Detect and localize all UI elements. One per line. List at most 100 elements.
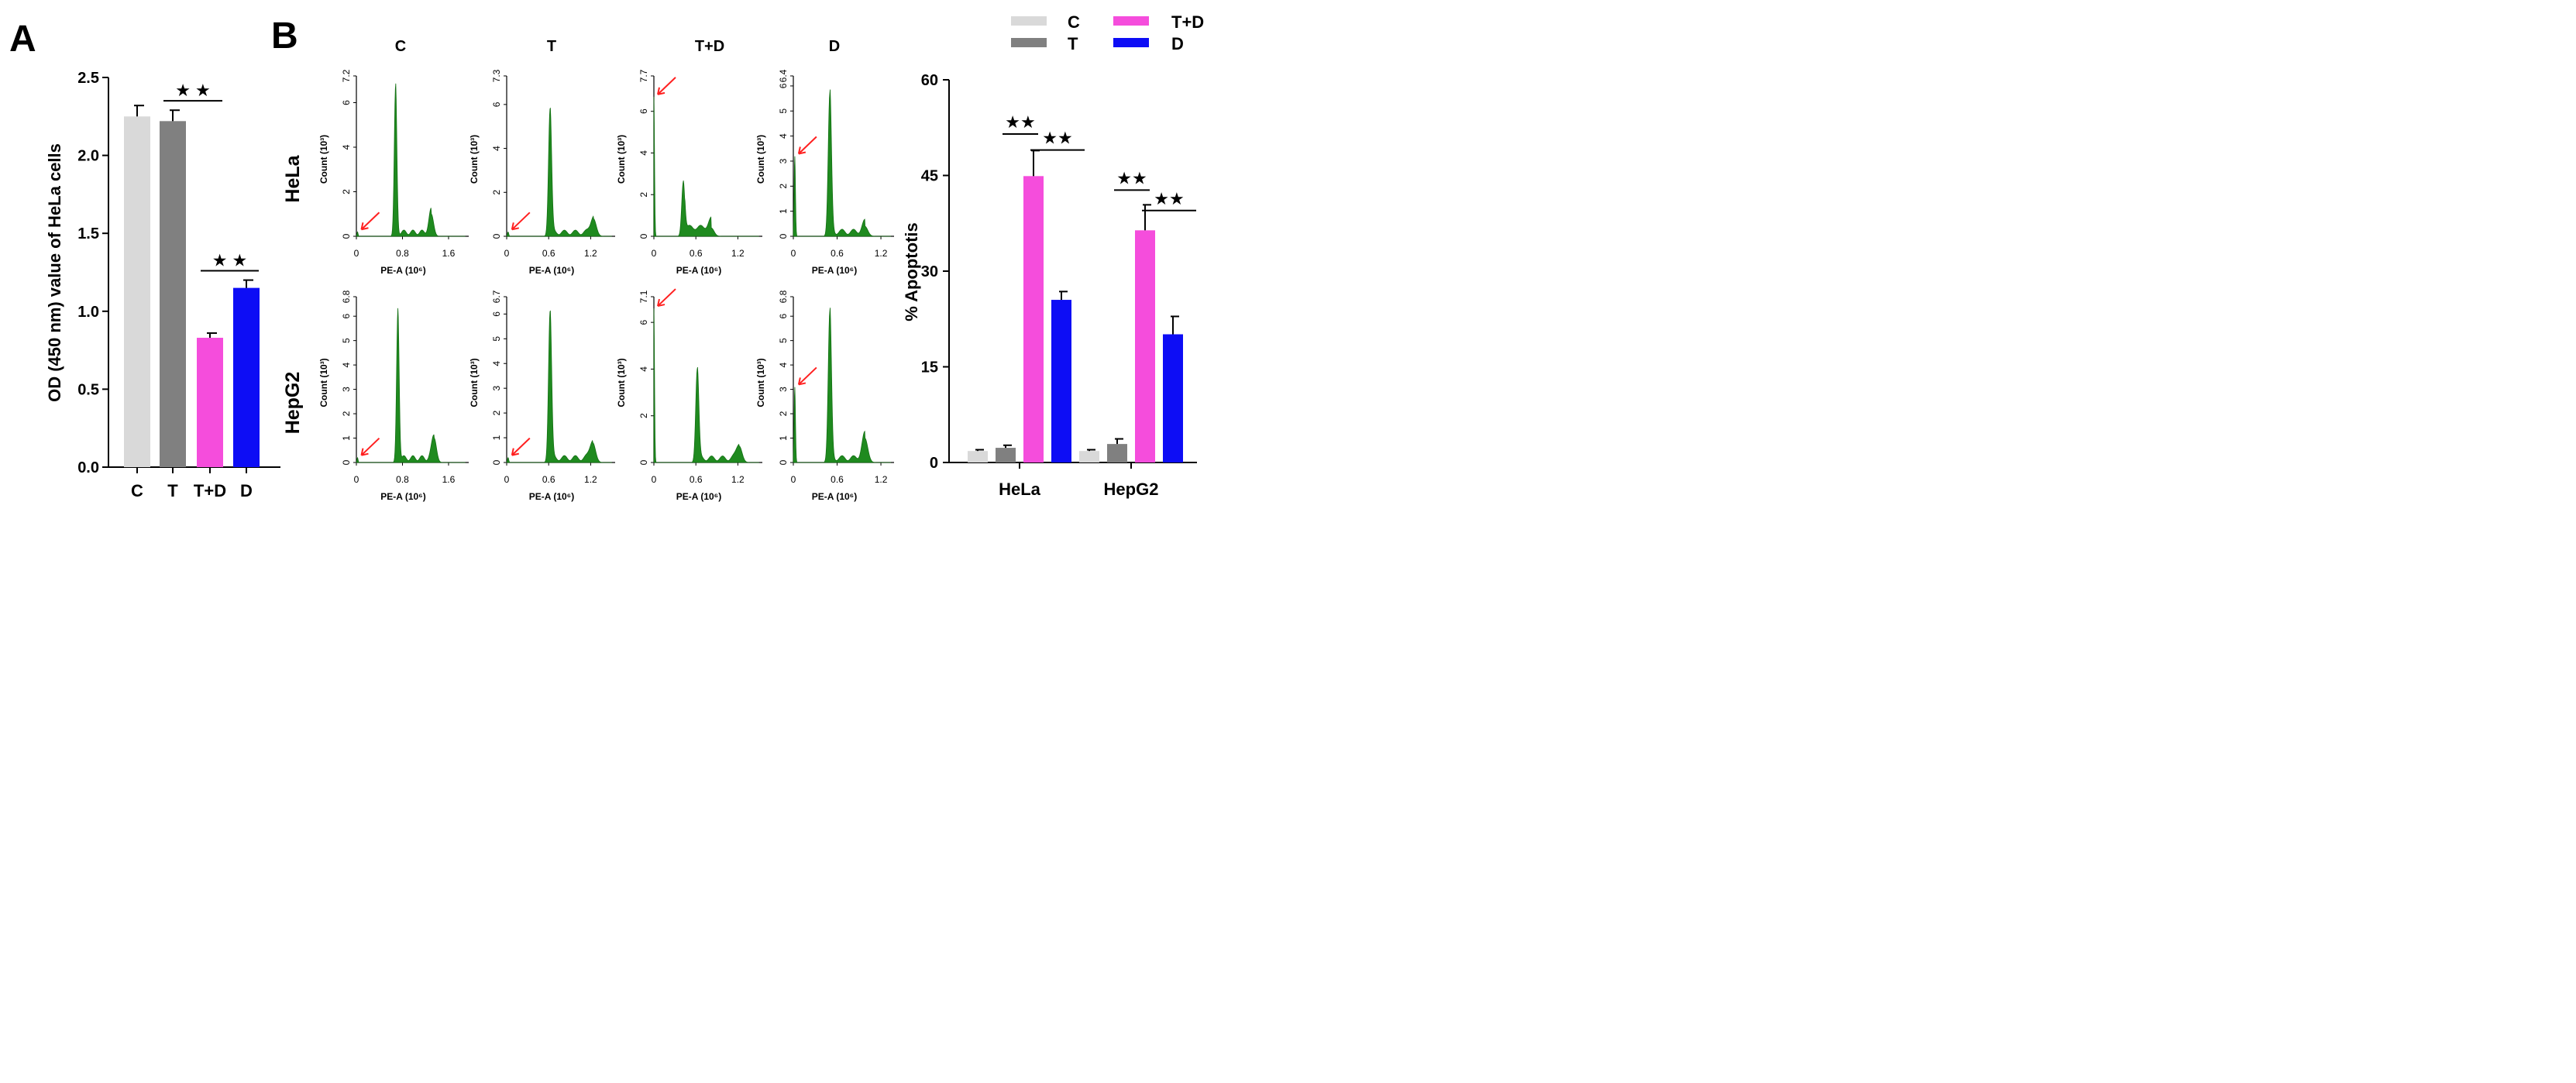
histogram-x-tick-label: 1.2: [584, 248, 597, 259]
panel-a-significance-stars: ★ ★: [175, 81, 211, 100]
histogram-y-tick-label: 6.8: [341, 290, 352, 303]
histogram-column-title: D: [829, 38, 840, 55]
panel-a-y-tick-label: 2.5: [77, 70, 99, 87]
histogram-arrow-head: [657, 87, 665, 95]
histogram-y-tick-label: 1: [491, 435, 502, 440]
panel-b-x-tick-label: HeLa: [999, 480, 1041, 499]
histogram-y-tick-label: 2: [491, 410, 502, 415]
histogram-arrow-head: [797, 146, 807, 155]
histogram-x-tick-label: 0.8: [396, 248, 409, 259]
histogram-y-tick-label: 7.7: [638, 69, 649, 82]
histogram-panel: 0 1 2 3 4 5 6 6.8 0 0.8 1.6 PE-A (10⁶) Count (10³): [318, 290, 469, 502]
histogram-y-tick-label: 6: [491, 311, 502, 317]
histogram-panel: 0 2 4 6 7.1 0 0.6 1.2 PE-A (10⁶) Count (10³): [616, 288, 762, 502]
histogram-y-tick-label: 4: [778, 133, 789, 139]
histogram-arrow-head: [511, 448, 520, 456]
histogram-curve: [356, 308, 466, 463]
histogram-panel: 0 2 4 6 7.3 0 0.6 1.2 PE-A (10⁶) Count (10³): [469, 69, 615, 276]
histogram-panel: 0 1 2 3 4 5 6 6.7 0 0.6 1.2 PE-A (10⁶) Count (10³): [469, 290, 615, 502]
histogram-y-tick-label: 0: [778, 459, 789, 465]
histogram-curve: [506, 310, 612, 463]
histogram-y-tick-label: 0: [491, 233, 502, 239]
histogram-curve: [793, 89, 892, 237]
histogram-x-axis-label: PE-A (10⁶): [812, 491, 857, 502]
legend-swatch: [1113, 16, 1149, 26]
histogram-y-tick-label: 4: [638, 150, 649, 156]
histogram-y-tick-label: 5: [778, 338, 789, 343]
histogram-y-tick-label: 7.2: [341, 69, 352, 82]
histogram-arrow-head: [657, 298, 665, 308]
histogram-y-axis-label: Count (10³): [616, 358, 627, 407]
legend: CT T+D D: [1011, 12, 1204, 53]
histogram-x-tick-label: 0: [504, 248, 510, 259]
histogram-x-tick-label: 0: [652, 474, 657, 485]
histogram-arrow-head: [511, 222, 520, 231]
histogram-x-axis-label: PE-A (10⁶): [676, 491, 721, 502]
histogram-y-tick-label: 4: [638, 366, 649, 372]
histogram-column-title: C: [395, 38, 406, 55]
panel-a-bar: [124, 116, 150, 468]
histogram-arrow: [360, 211, 380, 230]
histogram-curve: [653, 96, 759, 237]
histogram-x-tick-label: 1.2: [731, 474, 745, 485]
histogram-y-tick-label: 2: [638, 413, 649, 418]
histogram-x-axis-label: PE-A (10⁶): [380, 491, 425, 502]
histogram-curve: [506, 108, 612, 237]
panel-a-x-tick-label: D: [240, 481, 253, 500]
histogram-y-tick-label: 2: [491, 190, 502, 195]
histogram-x-tick-label: 0.6: [542, 248, 555, 259]
legend-label: D: [1171, 34, 1184, 53]
histogram-x-tick-label: 0.6: [690, 474, 703, 485]
histogram-y-tick-label: 6: [638, 319, 649, 325]
histogram-y-axis-label: Count (10³): [469, 135, 480, 184]
panel-a-bar: [233, 287, 260, 467]
histogram-panel: 0 1 2 3 4 5 66.4 0 0.6 1.2 PE-A (10⁶) Count (10³): [755, 69, 894, 276]
panel-a-bar: [160, 121, 186, 467]
histogram-y-tick-label: 3: [341, 387, 352, 392]
histogram-y-tick-label: 6.7: [491, 290, 502, 303]
histogram-y-tick-label: 4: [491, 361, 502, 366]
panel-b-bar: [1051, 300, 1071, 462]
legend-label: T+D: [1171, 12, 1204, 32]
histogram-arrow: [511, 211, 531, 231]
histogram-y-tick-label: 6: [778, 83, 789, 88]
histogram-curve: [356, 83, 466, 237]
histogram-x-tick-label: 0: [791, 474, 796, 485]
panel-b-bar: [968, 451, 988, 462]
histogram-arrow: [511, 437, 531, 456]
panel-b-y-tick-label: 0: [930, 455, 938, 472]
panel-b-y-tick-label: 15: [921, 359, 938, 376]
histogram-x-tick-label: 1.2: [875, 474, 888, 485]
panel-b-significance-stars: ★★: [1042, 129, 1072, 148]
histogram-x-tick-label: 0.6: [831, 248, 844, 259]
panel-b-significance-stars: ★★: [1154, 189, 1184, 208]
histogram-x-axis-label: PE-A (10⁶): [676, 265, 721, 276]
histogram-arrow: [657, 288, 676, 307]
histogram-y-tick-label: 1: [778, 208, 789, 214]
histogram-panel: 0 1 2 3 4 5 6 6.8 0 0.6 1.2 PE-A (10⁶) Count (10³): [755, 290, 894, 502]
legend-label: T: [1068, 34, 1078, 53]
histogram-y-axis-label: Count (10³): [616, 135, 627, 184]
histogram-y-tick-label: 5: [341, 338, 352, 343]
panel-a-x-tick-label: T: [167, 481, 178, 500]
panel-a-chart: 0.0 0.5 1.0 1.5 2.0 2.5 OD (450 nm) value of H…: [45, 70, 280, 500]
histogram-row-label: HepG2: [282, 372, 304, 435]
histogram-x-tick-label: 0: [354, 474, 359, 485]
histogram-y-tick-label: 6: [341, 314, 352, 319]
legend-swatch: [1113, 38, 1149, 47]
histogram-y-tick-label: 6: [491, 101, 502, 107]
histogram-y-tick-label: 2: [341, 189, 352, 194]
histogram-y-tick-label: 2: [341, 411, 352, 416]
histogram-x-tick-label: 1.2: [584, 474, 597, 485]
histogram-arrow: [657, 77, 676, 95]
histogram-arrow-head: [360, 448, 369, 456]
histogram-x-axis-label: PE-A (10⁶): [529, 491, 574, 502]
panel-a-x-tick-label: T+D: [194, 481, 226, 500]
panel-b-y-tick-label: 30: [921, 263, 938, 280]
histogram-x-tick-label: 1.2: [731, 248, 745, 259]
figure: A B 0.0 0.5 1.0 1.5 2.0 2.5 OD (450 nm) value …: [9, 12, 1204, 502]
panel-a-significance-stars: ★ ★: [212, 250, 248, 270]
histogram-arrow: [360, 437, 380, 456]
histogram-y-tick-label: 2: [638, 192, 649, 198]
panel-b-bar: [1023, 176, 1044, 462]
